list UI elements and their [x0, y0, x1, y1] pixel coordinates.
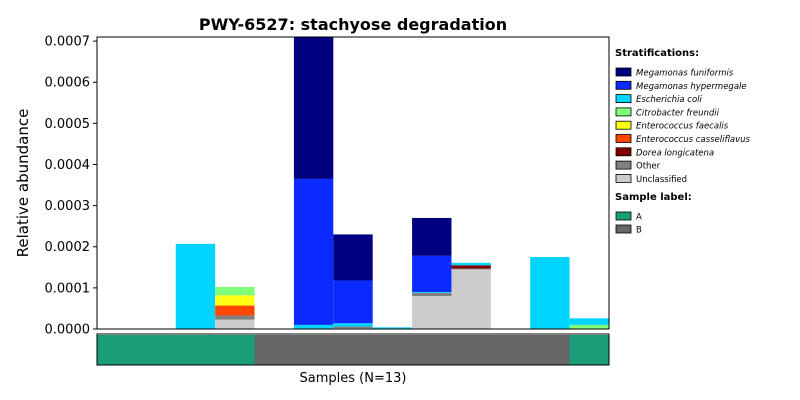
- legend-sample-items: AB: [615, 211, 642, 236]
- bar-segment: [412, 255, 452, 292]
- bars-group: [175, 37, 609, 329]
- sample-label-strip: [97, 335, 610, 365]
- legend-entry-label: Megamonas hypermegale: [636, 82, 747, 92]
- legend-entry-label: Citrobacter freundii: [636, 108, 720, 118]
- legend-sample-label: B: [636, 226, 642, 236]
- sample-label-cell: [136, 335, 177, 365]
- bar-segment: [293, 178, 334, 325]
- bar-segment: [412, 291, 452, 293]
- bar-segment: [215, 319, 255, 329]
- legend-swatch: [615, 94, 632, 103]
- bar-segment: [569, 324, 609, 329]
- sample-label-cell: [412, 335, 452, 365]
- legend-sample-label: A: [636, 213, 642, 223]
- sample-label-cell: [372, 335, 413, 365]
- legend-entry-label: Enterococcus faecalis: [636, 122, 729, 132]
- sample-label-cell: [293, 335, 334, 365]
- legend-swatch: [615, 134, 632, 143]
- y-tick-label: 0.0003: [45, 199, 91, 214]
- bar-segment: [412, 296, 452, 329]
- plot-frame: [96, 36, 610, 330]
- sample-label-cell: [215, 335, 256, 365]
- legend-swatch: [615, 173, 632, 183]
- legend-entry-label: Escherichia coli: [636, 95, 703, 105]
- x-axis-label: Samples (N=13): [300, 371, 407, 386]
- bar-segment: [215, 315, 255, 320]
- bar-segment: [215, 305, 255, 316]
- bar-segment: [293, 37, 334, 179]
- bar-segment: [293, 324, 334, 329]
- y-tick-label: 0.0000: [45, 323, 91, 338]
- legend-swatch: [615, 67, 632, 77]
- bar-segment: [333, 326, 373, 329]
- bar-segment: [215, 295, 255, 306]
- legend-items: Megamonas funiformis Megamonas hypermegal…: [615, 67, 751, 185]
- y-tick-label: 0.0004: [45, 158, 91, 173]
- sample-strip-frame: [96, 333, 610, 366]
- bar-segment: [333, 323, 373, 327]
- bar-segment: [412, 292, 452, 297]
- bar-segment: [451, 268, 491, 270]
- bar-segment: [451, 265, 491, 269]
- y-tick-label: 0.0006: [45, 76, 91, 91]
- y-axis-label: Relative abundance: [14, 109, 32, 258]
- y-tick-label: 0.0001: [45, 281, 91, 296]
- legend-sample-swatch: [615, 224, 632, 234]
- sample-label-cell: [569, 335, 610, 365]
- legend-stratifications-title: Stratifications:: [615, 48, 699, 59]
- legend-swatch: [615, 160, 632, 170]
- sample-label-cell: [333, 335, 374, 365]
- legend-entry-label: Enterococcus casseliflavus: [636, 135, 751, 145]
- legend-swatch: [615, 80, 632, 90]
- bar-segment: [412, 217, 452, 256]
- sample-label-cell: [254, 335, 295, 365]
- sample-label-cell: [530, 335, 571, 365]
- y-tick-label: 0.0002: [45, 240, 91, 255]
- sample-label-cell: [97, 335, 137, 365]
- bar-segment: [333, 234, 373, 281]
- bar-segment: [372, 327, 413, 329]
- bar-segment: [215, 287, 255, 296]
- sample-label-cell: [175, 335, 216, 365]
- legend-entry-label: Other: [636, 162, 661, 172]
- legend-entry-label: Dorea longicatena: [636, 148, 714, 158]
- bar-segment: [175, 243, 216, 329]
- y-tick-label: 0.0005: [45, 117, 91, 132]
- chart-title: PWY-6527: stachyose degradation: [199, 15, 507, 34]
- bar-segment: [451, 262, 491, 266]
- sample-label-cell: [490, 335, 531, 365]
- bar-segment: [451, 269, 491, 329]
- y-ticks-group: 0.0000 0.0001 0.0002 0.0003 0.0004 0.0005 0.00…: [45, 35, 97, 338]
- sample-label-cell: [451, 335, 492, 365]
- legend-swatch: [615, 120, 632, 130]
- legend: Stratifications: Megamonas funiformisMeg…: [615, 48, 751, 236]
- legend-entry-label: Unclassified: [636, 175, 687, 185]
- y-tick-label: 0.0007: [45, 35, 91, 50]
- bar-segment: [530, 257, 570, 329]
- legend-swatch: [615, 107, 632, 117]
- legend-swatch: [615, 147, 632, 157]
- bar-segment: [569, 318, 609, 325]
- legend-entry-label: Megamonas funiformis: [636, 69, 734, 79]
- bar-segment: [333, 280, 373, 324]
- legend-sample-label-title: Sample label:: [615, 192, 692, 203]
- legend-sample-swatch: [615, 211, 632, 221]
